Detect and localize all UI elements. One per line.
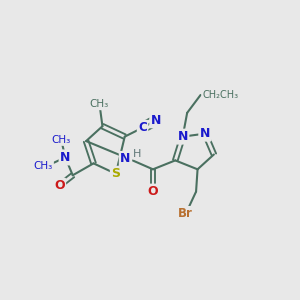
Text: H: H (132, 148, 141, 159)
Text: CH₃: CH₃ (33, 161, 52, 171)
Text: O: O (148, 185, 158, 198)
Text: CH₃: CH₃ (51, 135, 70, 145)
Text: CH₂CH₃: CH₂CH₃ (202, 90, 238, 100)
Text: O: O (54, 179, 65, 192)
Text: N: N (60, 151, 70, 164)
Text: CH₃: CH₃ (90, 99, 109, 109)
Text: C: C (138, 121, 147, 134)
Text: Br: Br (178, 207, 193, 220)
Text: S: S (111, 167, 120, 180)
Text: N: N (200, 127, 210, 140)
Text: N: N (178, 130, 188, 143)
Text: N: N (120, 152, 131, 165)
Text: N: N (151, 114, 161, 127)
